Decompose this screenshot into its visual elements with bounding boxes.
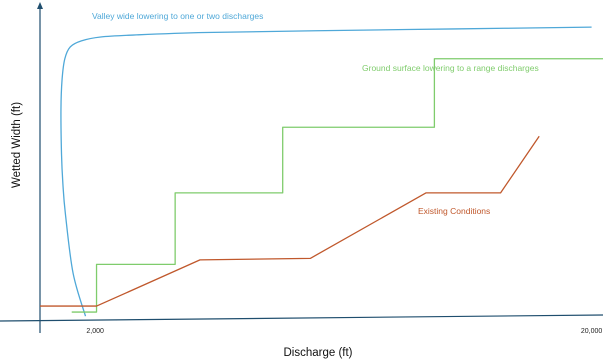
valley-wide-series-label: Valley wide lowering to one or two disch… [92, 11, 263, 21]
x-tick-label-1: 20,000 [581, 328, 603, 335]
x-tick-labels: 2,000 20,000 [86, 328, 602, 335]
existing-conditions-series-line [40, 135, 540, 307]
y-axis-arrowhead [37, 2, 43, 9]
existing-conditions-series-label: Existing Conditions [418, 206, 490, 216]
valley-wide-series-line [60, 26, 592, 317]
x-tick-label-0: 2,000 [86, 328, 104, 335]
series-layer: Valley wide lowering to one or two disch… [40, 11, 603, 317]
ground-surface-series-line [71, 58, 603, 313]
x-axis-label: Discharge (ft) [283, 347, 352, 359]
ground-surface-series-label: Ground surface lowering to a range disch… [362, 63, 539, 73]
x-axis [0, 314, 603, 322]
y-axis-label: Wetted Width (ft) [11, 102, 23, 188]
